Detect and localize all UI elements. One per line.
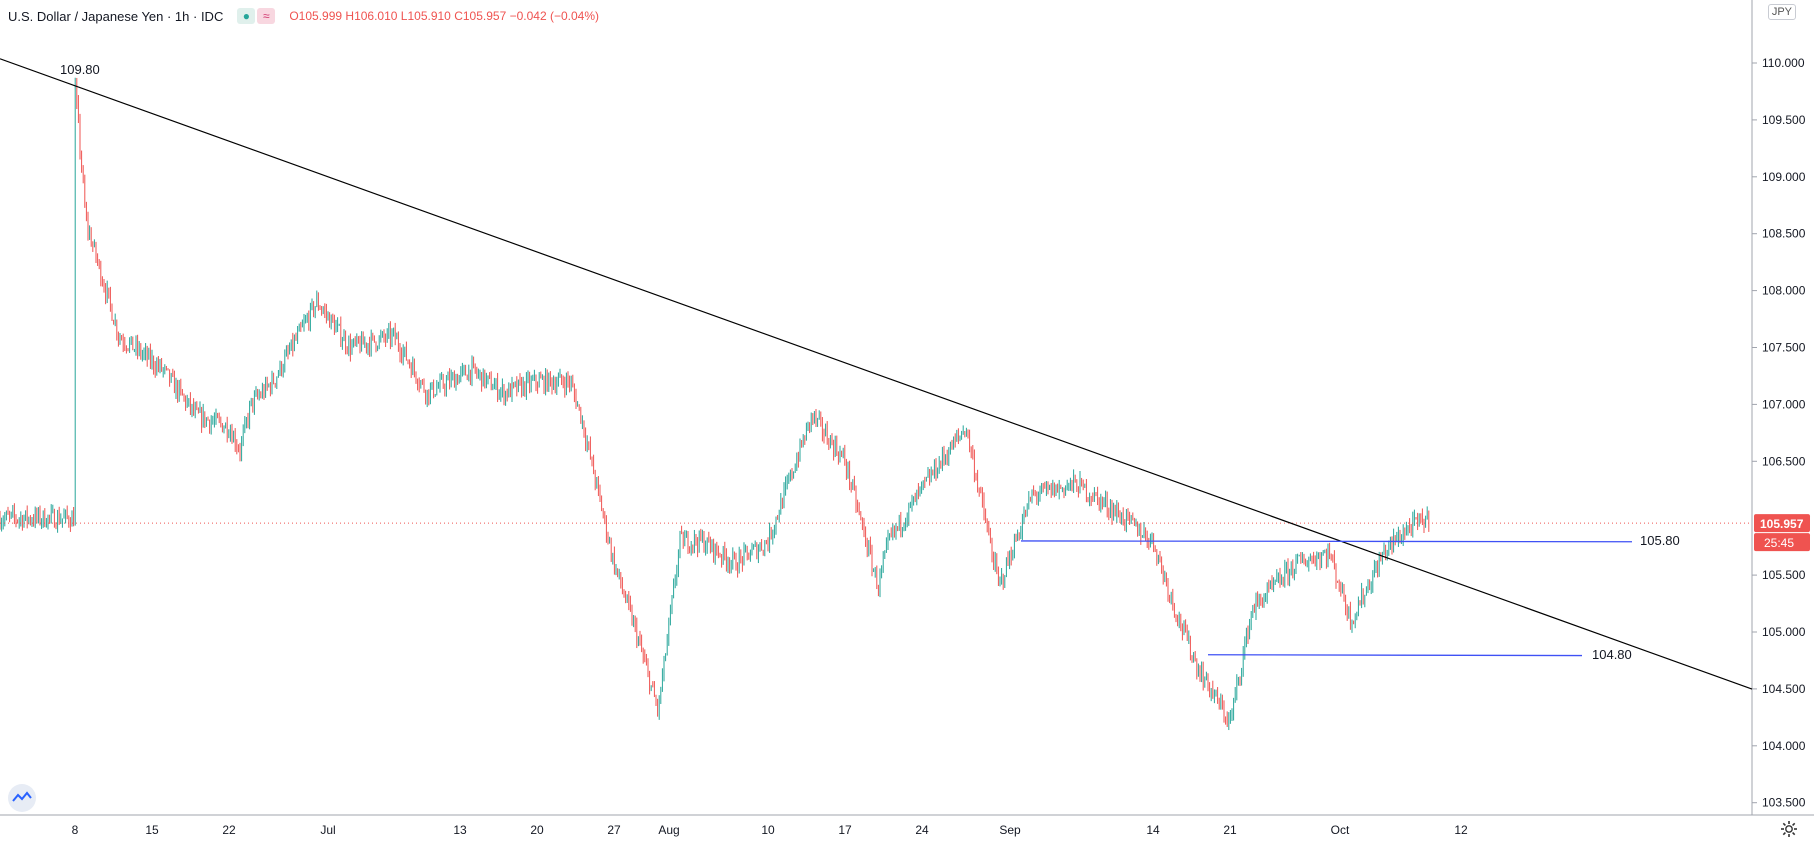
- current-price-badge: [1754, 514, 1810, 533]
- low-value: L105.910: [400, 9, 451, 23]
- downtrend-line: [0, 58, 1753, 690]
- resistance-annotation: 105.80: [1640, 533, 1680, 548]
- tradingview-logo-icon[interactable]: [8, 784, 36, 812]
- high-value: H106.010: [345, 9, 398, 23]
- ohlc-values: O105.999 H106.010 L105.910 C105.957 −0.0…: [289, 9, 599, 23]
- currency-badge[interactable]: JPY: [1767, 4, 1796, 20]
- candles-group: [0, 77, 1430, 731]
- x-tick-label: 27: [607, 823, 621, 837]
- x-tick-label: 21: [1223, 823, 1237, 837]
- support-annotation: 104.80: [1592, 647, 1632, 662]
- y-tick-label: 105.000: [1762, 625, 1806, 639]
- x-tick-label: 22: [222, 823, 236, 837]
- chart-legend: U.S. Dollar / Japanese Yen · 1h · IDC ● …: [8, 6, 599, 26]
- x-tick-label: 17: [838, 823, 852, 837]
- x-tick-label: 24: [915, 823, 929, 837]
- y-tick-label: 104.000: [1762, 739, 1806, 753]
- x-tick-label: Oct: [1331, 823, 1350, 837]
- x-tick-label: 20: [530, 823, 544, 837]
- compare-icon[interactable]: ≈: [257, 8, 276, 24]
- x-tick-label: Aug: [658, 823, 679, 837]
- y-tick-label: 110.000: [1762, 56, 1805, 70]
- x-tick-label: 12: [1454, 823, 1468, 837]
- countdown-label: 25:45: [1764, 536, 1794, 550]
- open-value: O105.999: [289, 9, 343, 23]
- y-tick-label: 104.500: [1762, 682, 1806, 696]
- y-tick-label: 107.000: [1762, 397, 1806, 411]
- market-status-icon[interactable]: ●: [237, 8, 256, 24]
- change-value: −0.042 (−0.04%): [509, 9, 599, 23]
- x-tick-label: 14: [1146, 823, 1160, 837]
- support-level-line: [1207, 654, 1583, 657]
- y-tick-label: 109.000: [1762, 170, 1806, 184]
- x-tick-label: 15: [145, 823, 159, 837]
- x-tick-label: Sep: [999, 823, 1021, 837]
- indicator-toggles[interactable]: ● ≈: [237, 8, 276, 24]
- x-tick-label: 10: [761, 823, 775, 837]
- x-tick-label: 13: [453, 823, 467, 837]
- peak-annotation: 109.80: [60, 62, 100, 77]
- close-value: C105.957: [454, 9, 507, 23]
- y-tick-label: 108.500: [1762, 227, 1806, 241]
- x-tick-label: Jul: [320, 823, 335, 837]
- y-tick-label: 109.500: [1762, 113, 1806, 127]
- current-price-label: 105.957: [1760, 517, 1804, 531]
- y-tick-label: 106.500: [1762, 454, 1806, 468]
- gear-icon[interactable]: [1780, 820, 1798, 838]
- countdown-badge: [1754, 533, 1810, 552]
- y-tick-label: 103.500: [1762, 796, 1806, 810]
- resistance-level-line: [1020, 540, 1633, 543]
- y-tick-label: 108.000: [1762, 284, 1806, 298]
- y-tick-label: 105.500: [1762, 568, 1806, 582]
- x-tick-label: 8: [72, 823, 79, 837]
- symbol-title[interactable]: U.S. Dollar / Japanese Yen · 1h · IDC: [8, 8, 224, 24]
- y-tick-label: 107.500: [1762, 341, 1806, 355]
